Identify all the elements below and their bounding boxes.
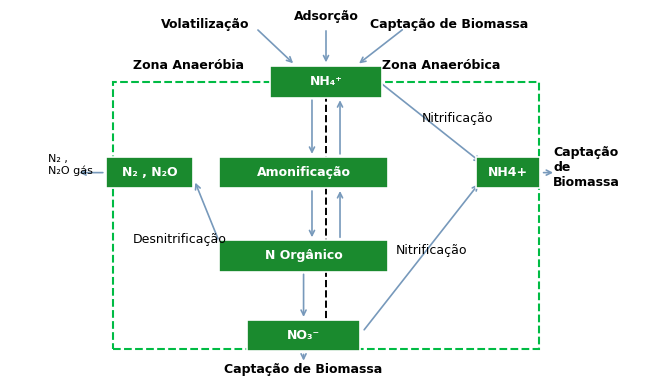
- Text: Desnitrificação: Desnitrificação: [132, 233, 226, 246]
- Text: NH₄⁺: NH₄⁺: [310, 75, 342, 88]
- FancyBboxPatch shape: [270, 66, 382, 98]
- Text: Nitrificação: Nitrificação: [421, 112, 493, 125]
- Text: N Orgânico: N Orgânico: [265, 249, 342, 262]
- FancyBboxPatch shape: [220, 157, 388, 188]
- Text: Volatilização: Volatilização: [161, 18, 250, 31]
- Text: Zona Anaeróbia: Zona Anaeróbia: [132, 59, 244, 72]
- Text: Captação
de
Biomassa: Captação de Biomassa: [553, 146, 620, 188]
- Text: NH4+: NH4+: [488, 166, 528, 179]
- Text: Captação de Biomassa: Captação de Biomassa: [370, 18, 529, 31]
- Bar: [113, 82, 539, 349]
- Text: Zona Anaeróbica: Zona Anaeróbica: [382, 59, 501, 72]
- Text: NO₃⁻: NO₃⁻: [287, 329, 320, 342]
- FancyBboxPatch shape: [248, 320, 360, 351]
- Text: N₂ , N₂O: N₂ , N₂O: [121, 166, 177, 179]
- Text: N₂ ,
N₂O gás: N₂ , N₂O gás: [48, 154, 93, 176]
- FancyBboxPatch shape: [220, 240, 388, 272]
- Text: Adsorção: Adsorção: [293, 10, 359, 24]
- Text: Nitrificação: Nitrificação: [396, 244, 467, 257]
- FancyBboxPatch shape: [476, 157, 541, 188]
- FancyBboxPatch shape: [106, 157, 193, 188]
- Text: Captação de Biomassa: Captação de Biomassa: [224, 362, 383, 376]
- Text: Amonificação: Amonificação: [257, 166, 351, 179]
